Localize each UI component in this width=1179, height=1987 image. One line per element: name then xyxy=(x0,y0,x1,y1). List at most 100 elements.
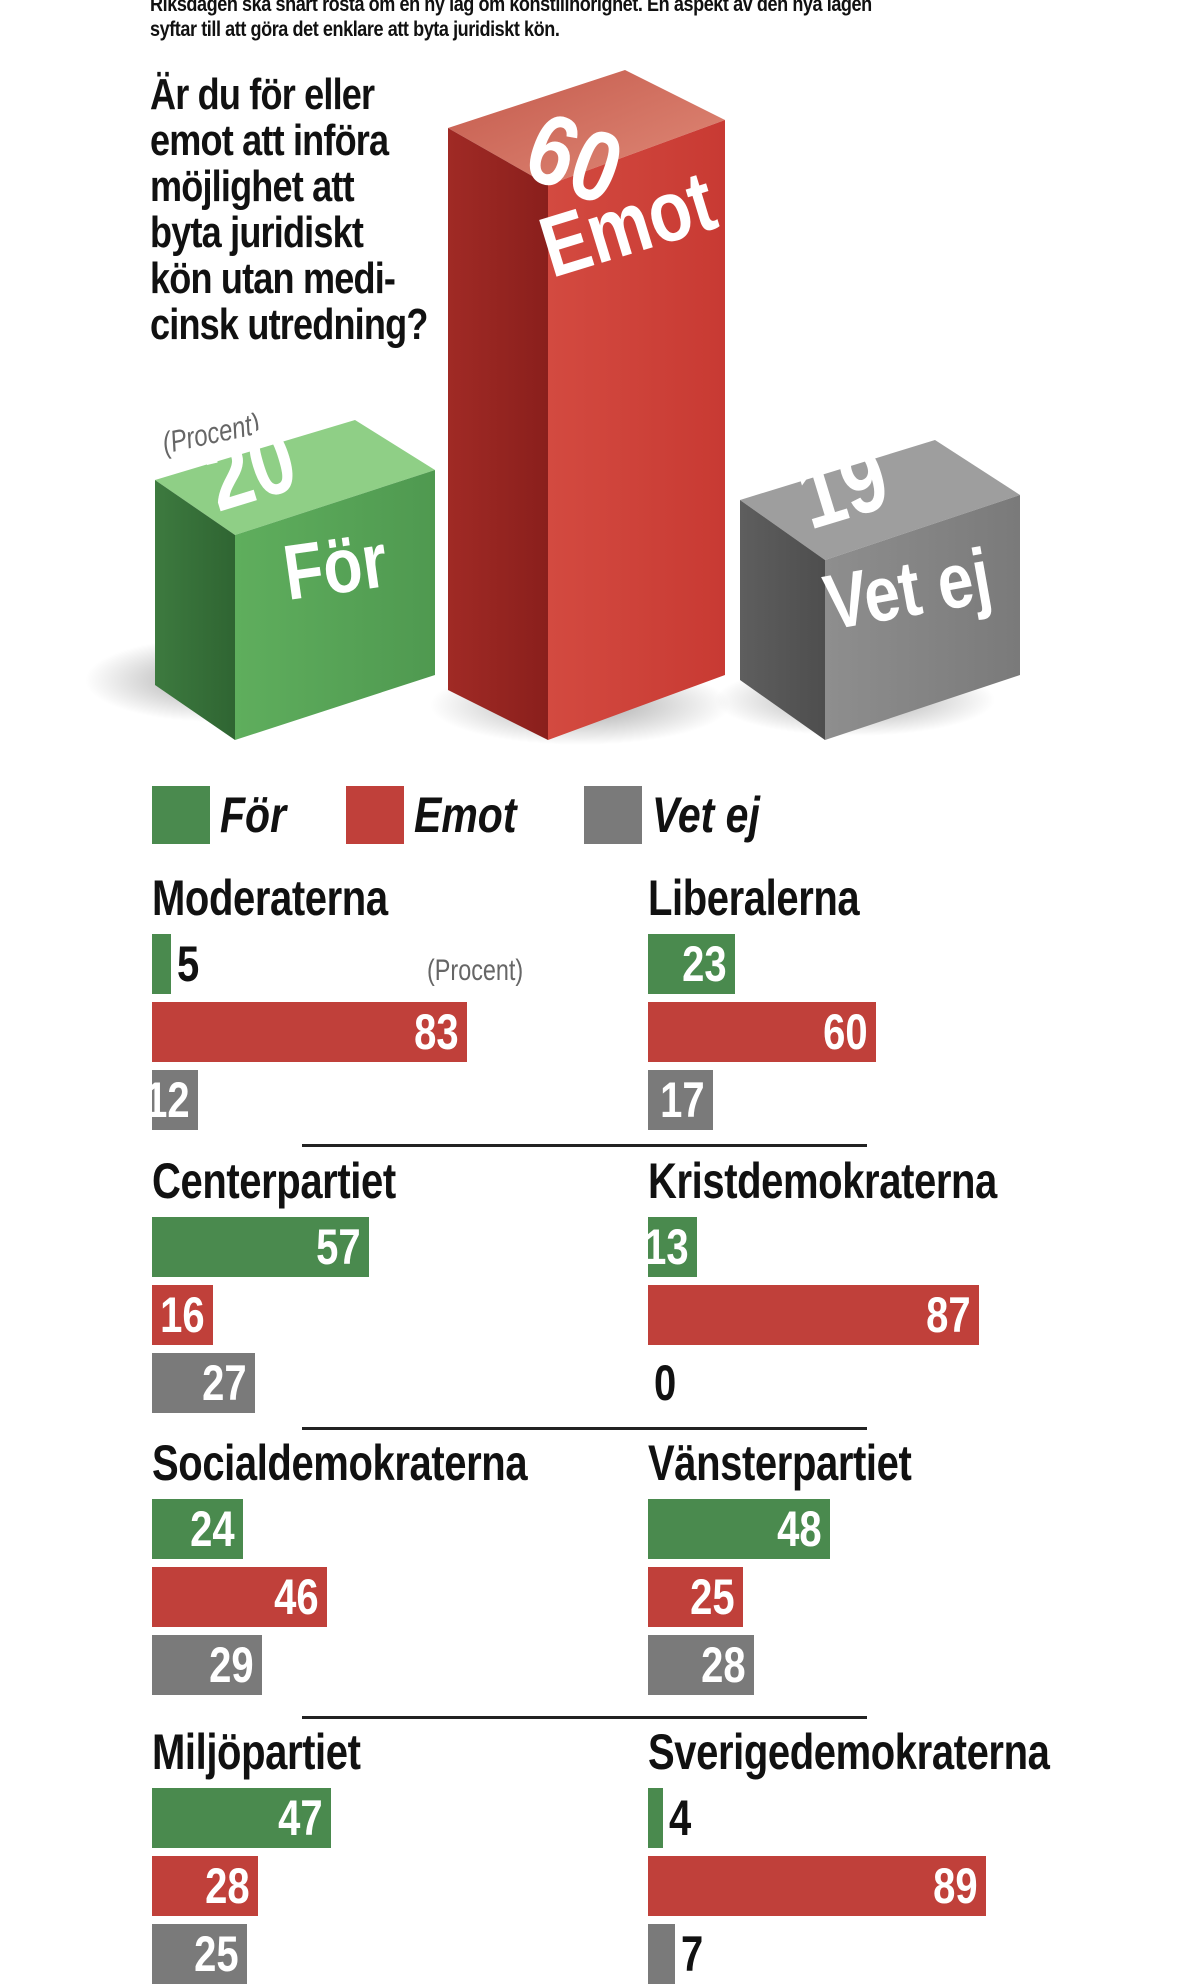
bar-emot xyxy=(648,1285,979,1345)
legend: För Emot Vet ej xyxy=(152,785,828,845)
bar-vet-ej xyxy=(648,1924,675,1984)
bar-for xyxy=(152,1788,331,1848)
bar-for xyxy=(152,1217,369,1277)
bar-row: 4 xyxy=(648,1788,1068,1848)
bar-value-label: 57 xyxy=(316,1219,362,1275)
separator-line xyxy=(302,1427,867,1430)
bar-value-label: 13 xyxy=(644,1219,690,1275)
party-name: Centerpartiet xyxy=(152,1153,396,1209)
bar-value-label: 60 xyxy=(823,1004,869,1060)
bar-row: 25 xyxy=(648,1567,1068,1627)
bar-value-label: 87 xyxy=(926,1287,972,1343)
bar-value-label: 17 xyxy=(660,1072,706,1128)
bar-value-label: 89 xyxy=(933,1858,979,1914)
bar-for xyxy=(648,1788,663,1848)
separator-line xyxy=(302,1144,867,1147)
intro-text: Riksdagen ska snart rösta om en ny lag o… xyxy=(150,0,872,41)
bar-value-label: 25 xyxy=(194,1926,240,1982)
party-block: Liberalerna 23 60 17 xyxy=(648,870,1068,1130)
party-block: Moderaterna 5 83 12 xyxy=(146,870,572,1130)
bar-value-label: 29 xyxy=(209,1637,255,1693)
bar-for xyxy=(648,1217,697,1277)
question-text: Är du för eller emot att införa möjlighe… xyxy=(150,72,429,348)
bar-row: 7 xyxy=(648,1924,1068,1984)
bar-emot-3d xyxy=(448,70,725,740)
question-line: emot att införa xyxy=(150,116,389,165)
bar-value-label: 0 xyxy=(654,1355,677,1411)
main-label-for: För xyxy=(278,516,392,617)
bar-emot xyxy=(648,1567,743,1627)
bar-vet-ej xyxy=(648,1635,754,1695)
bar-row: 83 xyxy=(152,1002,572,1062)
party-name: Sverigedemokraterna xyxy=(648,1724,1050,1780)
bar-row: 23 xyxy=(648,934,1068,994)
party-block: Kristdemokraterna 13 87 0 xyxy=(644,1153,1068,1413)
bar-emot xyxy=(648,1002,876,1062)
bar-row: 28 xyxy=(152,1856,572,1916)
bar-row: 0 xyxy=(648,1353,1068,1413)
bar-row: 57 xyxy=(152,1217,572,1277)
bar-emot xyxy=(152,1567,327,1627)
bar-row: 29 xyxy=(152,1635,572,1695)
procent-label: (Procent) xyxy=(427,954,524,987)
bar-row: 87 xyxy=(648,1285,1068,1345)
bar-value-label: 23 xyxy=(682,936,728,992)
main-3d-bar-chart: (Procent) 20 För 60 Emot 19 Vet ej xyxy=(85,70,1020,745)
party-name: Moderaterna xyxy=(152,870,388,926)
question-line: kön utan medi- xyxy=(150,254,396,303)
legend-item-emot: Emot xyxy=(345,786,539,844)
bar-row: 46 xyxy=(152,1567,572,1627)
bar-vet-ej xyxy=(152,1924,247,1984)
bar-for xyxy=(648,1499,830,1559)
bar-row: 60 xyxy=(648,1002,1068,1062)
bar-vet-ej xyxy=(152,1353,255,1413)
question-line: byta juridiskt xyxy=(150,208,364,257)
bar-emot xyxy=(152,1002,467,1062)
separator-line xyxy=(302,1716,867,1719)
bar-row: 17 xyxy=(648,1070,1068,1130)
bar-row: 47 xyxy=(152,1788,572,1848)
legend-swatch-emot xyxy=(345,786,404,844)
bar-for xyxy=(648,934,735,994)
bar-row: 27 xyxy=(152,1353,572,1413)
party-block: Vänsterpartiet 48 25 28 xyxy=(648,1435,1068,1695)
party-block: Socialdemokraterna 24 46 29 xyxy=(152,1435,572,1695)
bar-vet-ej xyxy=(152,1635,262,1695)
bar-value-label: 46 xyxy=(274,1569,320,1625)
bar-row: 12 xyxy=(146,1070,572,1130)
legend-label-emot: Emot xyxy=(413,787,517,843)
bar-value-label: 27 xyxy=(202,1355,248,1411)
party-name: Kristdemokraterna xyxy=(648,1153,997,1209)
bar-value-label: 83 xyxy=(414,1004,460,1060)
bar-value-label: 4 xyxy=(669,1790,692,1846)
legend-item-for: För xyxy=(152,786,301,844)
bar-value-label: 12 xyxy=(145,1072,191,1128)
bar-vet-ej xyxy=(648,1070,713,1130)
legend-swatch-vet-ej xyxy=(583,786,642,844)
bar-row: 16 xyxy=(152,1285,572,1345)
party-name: Vänsterpartiet xyxy=(648,1435,912,1491)
legend-item-vet-ej: Vet ej xyxy=(583,786,784,844)
legend-label-vet-ej: Vet ej xyxy=(651,787,760,843)
question-line: cinsk utredning? xyxy=(150,300,428,349)
party-name: Miljöpartiet xyxy=(152,1724,361,1780)
bar-value-label: 24 xyxy=(190,1501,236,1557)
bar-value-label: 48 xyxy=(777,1501,823,1557)
question-line: möjlighet att xyxy=(150,162,355,211)
party-block: Miljöpartiet 47 28 25 xyxy=(152,1724,572,1984)
bar-for-3d xyxy=(155,420,435,740)
question-line: Är du för eller xyxy=(150,70,375,119)
bar-value-label: 28 xyxy=(701,1637,747,1693)
bar-value-label: 28 xyxy=(205,1858,251,1914)
bar-row: 28 xyxy=(648,1635,1068,1695)
bar-vet-ej xyxy=(152,1070,198,1130)
bar-emot xyxy=(152,1285,213,1345)
bar-value-label: 16 xyxy=(160,1287,206,1343)
bar-row: 5 xyxy=(152,934,572,994)
bar-value-label: 47 xyxy=(278,1790,324,1846)
bar-emot xyxy=(152,1856,258,1916)
legend-swatch-for xyxy=(152,786,210,844)
bar-value-label: 7 xyxy=(681,1926,704,1982)
party-block: Sverigedemokraterna 4 89 7 xyxy=(648,1724,1068,1984)
bar-for xyxy=(152,934,171,994)
